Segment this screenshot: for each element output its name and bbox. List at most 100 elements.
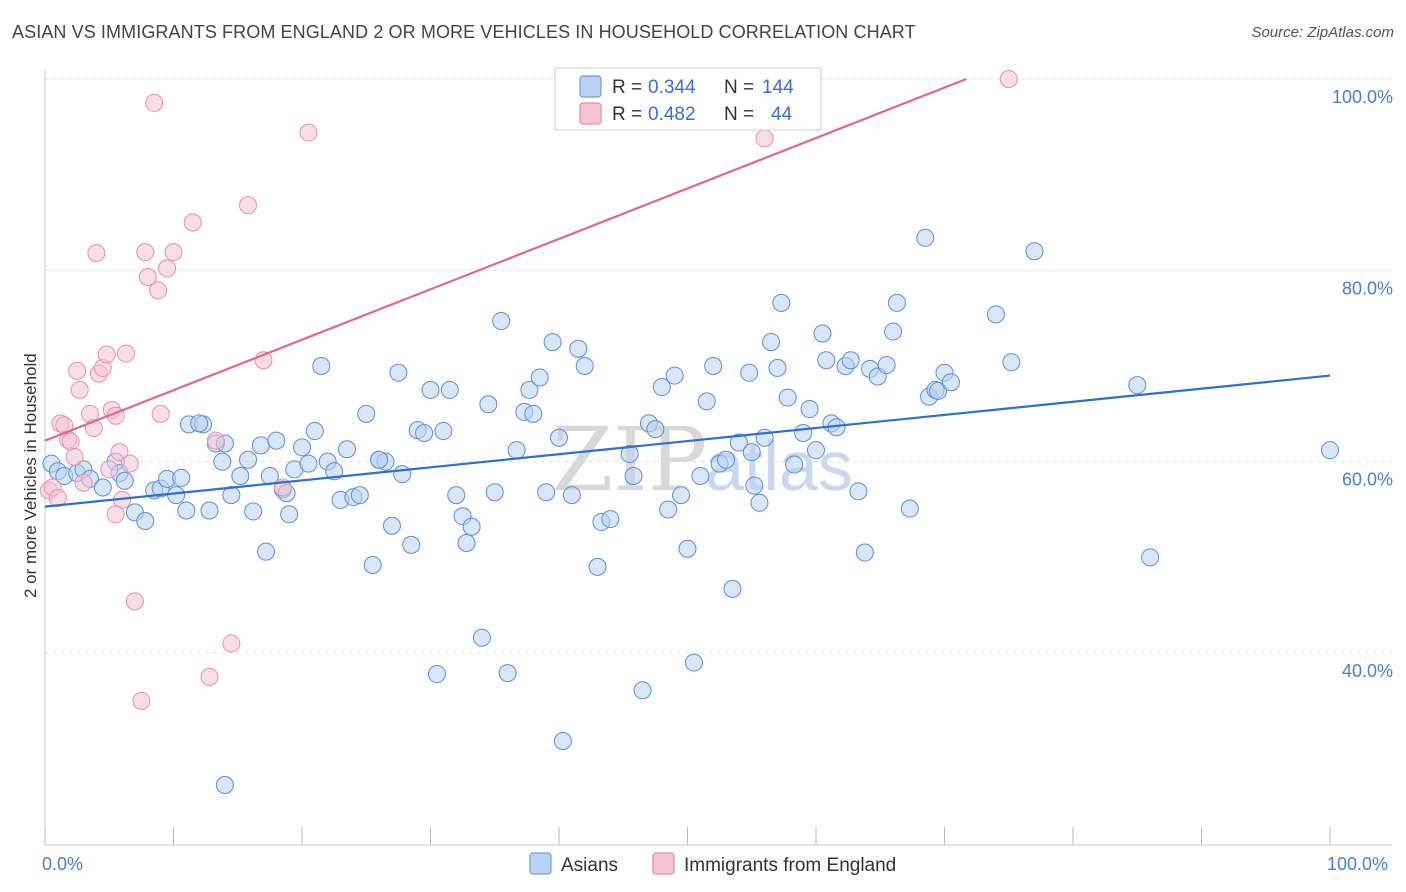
england-point	[755, 129, 774, 148]
england-point	[149, 281, 168, 300]
asians-point	[231, 467, 250, 486]
bottom-legend-swatch-england	[652, 852, 675, 875]
asians-point	[1025, 242, 1044, 261]
asians-point	[807, 441, 825, 460]
asians-point	[543, 333, 562, 352]
asians-point	[678, 539, 697, 558]
asians-point	[633, 681, 652, 700]
england-point	[61, 432, 80, 451]
england-point	[68, 361, 87, 380]
y-tick-label: 80.0%	[1342, 278, 1393, 298]
asians-point	[472, 628, 491, 647]
england-point	[206, 431, 225, 450]
england-point	[120, 454, 139, 473]
asians-point	[457, 533, 476, 552]
england-point	[183, 213, 202, 232]
asians-point	[305, 422, 324, 441]
asians-point	[389, 363, 408, 382]
england-point	[158, 259, 177, 278]
asians-point	[479, 395, 498, 414]
england-point	[222, 634, 241, 653]
asians-point	[884, 322, 903, 341]
asians-point	[697, 392, 716, 411]
asians-point	[778, 388, 797, 407]
asians-point	[588, 557, 607, 576]
asians-point	[941, 373, 960, 392]
asians-point	[785, 455, 804, 474]
y-tick-labels: 40.0% 60.0% 80.0% 100.0%	[1332, 87, 1393, 681]
asians-point	[177, 501, 196, 520]
asians-point	[986, 305, 1005, 324]
asians-point	[172, 468, 191, 487]
asians-point	[817, 351, 836, 370]
england-point	[87, 244, 106, 263]
asians-point	[624, 467, 643, 486]
england-trend-line	[44, 77, 967, 442]
asians-point	[537, 483, 556, 502]
asians-point	[569, 339, 588, 358]
asians-point	[257, 542, 276, 561]
england-point	[70, 380, 89, 399]
england-points	[39, 70, 1018, 710]
asians-point	[665, 366, 684, 385]
england-point	[999, 70, 1018, 88]
asians-point	[370, 450, 389, 469]
england-point	[164, 243, 183, 262]
asians-point	[492, 312, 511, 331]
x-tick-label-min: 0.0%	[42, 854, 83, 874]
asians-point	[447, 486, 466, 505]
asians-point	[382, 516, 401, 535]
asians-point	[740, 363, 759, 382]
asians-point	[421, 380, 440, 399]
england-point	[110, 443, 129, 462]
asians-point	[498, 664, 517, 683]
bottom-legend: Asians Immigrants from England	[529, 852, 896, 876]
asians-point	[462, 517, 481, 536]
y-axis-title: 2 or more Vehicles in Household	[21, 353, 40, 598]
england-point	[138, 268, 157, 287]
asians-point	[652, 378, 671, 397]
asians-point	[427, 665, 446, 684]
y-tick-label: 60.0%	[1342, 470, 1393, 490]
england-point	[65, 447, 84, 466]
asians-point	[745, 476, 764, 495]
asians-point	[717, 450, 736, 469]
asians-point	[115, 471, 134, 490]
asians-point	[659, 500, 678, 519]
asians-point	[841, 351, 860, 370]
bottom-legend-england: Immigrants from England	[684, 855, 896, 876]
asians-point	[672, 486, 691, 505]
asians-point	[916, 228, 935, 247]
asians-point	[704, 357, 723, 375]
england-point	[100, 460, 119, 479]
x-tick-label-max: 100.0%	[1327, 854, 1388, 874]
legend-r-value-england: 0.482	[648, 104, 696, 125]
asians-point	[575, 357, 594, 375]
asians-point	[900, 499, 919, 518]
asians-point	[553, 732, 572, 751]
asians-point	[167, 486, 186, 505]
asians-point	[244, 502, 263, 521]
asians-point	[190, 414, 209, 433]
england-point	[97, 345, 116, 364]
asians-point	[530, 368, 549, 387]
source-label: Source: ZipAtlas.com	[1251, 24, 1394, 41]
legend-r-label-england: R =	[612, 104, 642, 125]
england-point	[48, 489, 67, 508]
asians-point	[213, 452, 232, 471]
y-tick-label: 100.0%	[1332, 87, 1393, 107]
asians-point	[684, 653, 703, 672]
england-point	[136, 243, 155, 262]
asians-point	[855, 543, 874, 562]
asians-point	[337, 440, 356, 459]
asians-point	[357, 404, 376, 423]
asians-point	[293, 438, 311, 457]
legend-swatch-england	[579, 102, 602, 125]
asians-point	[762, 333, 781, 352]
y-tick-label: 40.0%	[1342, 661, 1393, 681]
legend-n-value-asians: 144	[762, 77, 794, 98]
asians-point	[415, 423, 434, 442]
asians-point	[267, 431, 286, 450]
legend-n-label-england: N =	[724, 104, 754, 125]
asians-point	[363, 555, 382, 574]
